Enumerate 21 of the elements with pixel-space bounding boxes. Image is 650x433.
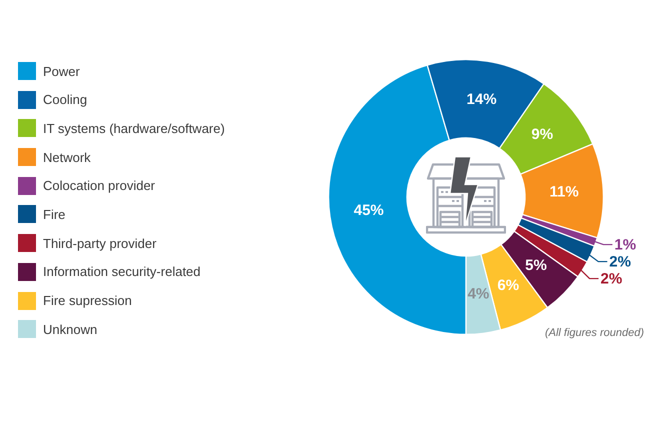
text: (All figures rounded) (544, 326, 644, 340)
legend-label: Information security-related (43, 264, 201, 280)
data-label: 14% (466, 91, 497, 108)
legend-label: Third-party provider (43, 236, 156, 251)
data-label: 1% (614, 236, 636, 254)
data-label: 6% (497, 276, 520, 294)
legend-label: Fire supression (43, 293, 132, 308)
legend-label: IT systems (hardware/software) (43, 120, 225, 136)
legend-label: Power (43, 64, 80, 78)
data-label: 2% (600, 270, 622, 288)
legend-label: Network (43, 150, 91, 165)
data-label: 11% (550, 183, 579, 200)
data-label: 5% (525, 257, 547, 274)
data-label: 9% (531, 126, 554, 144)
data-label: 2% (609, 254, 631, 271)
legend-label: Unknown (43, 322, 98, 337)
legend-label: Cooling (43, 92, 88, 108)
legend-label: Fire (43, 206, 66, 222)
data-label: 45% (354, 202, 384, 220)
legend-label: Colocation provider (43, 178, 156, 194)
data-label: 4% (468, 286, 490, 303)
